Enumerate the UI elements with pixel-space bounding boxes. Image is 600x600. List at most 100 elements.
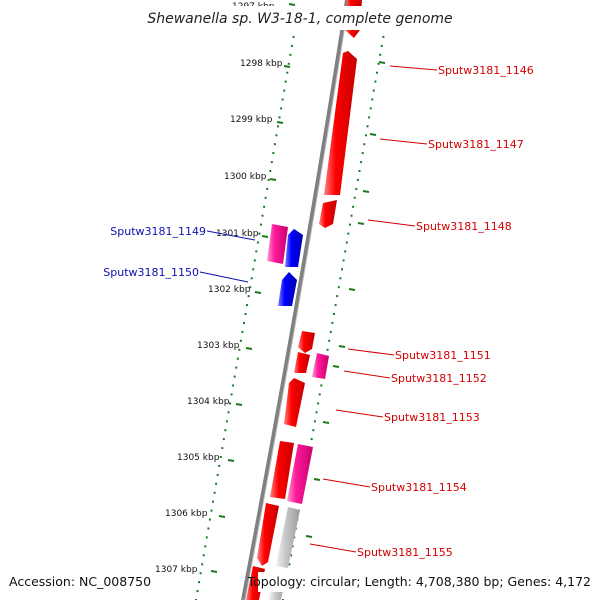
gene-arrow-1147[interactable] bbox=[319, 200, 337, 228]
track-dot bbox=[356, 178, 359, 181]
gene-label-sputw3181_1153[interactable]: Sputw3181_1153 bbox=[384, 411, 480, 424]
track-dot bbox=[288, 563, 291, 566]
track-dot bbox=[230, 393, 233, 396]
track-dot bbox=[215, 482, 218, 485]
track-dot bbox=[258, 232, 261, 235]
track-dot bbox=[355, 187, 358, 190]
gene-arrow-1152b[interactable] bbox=[294, 352, 310, 373]
track-dot bbox=[239, 339, 242, 342]
track-dot bbox=[273, 143, 276, 146]
track-dot bbox=[376, 71, 378, 74]
track-dot bbox=[345, 241, 348, 244]
track-dot bbox=[238, 348, 241, 351]
gene-arrow-1153[interactable] bbox=[284, 378, 305, 427]
gene-label-sputw3181_1152[interactable]: Sputw3181_1152 bbox=[391, 372, 487, 385]
track-dot bbox=[371, 98, 374, 101]
page-title: Shewanella sp. W3-18-1, complete genome bbox=[147, 11, 452, 27]
kbp-label: 1301 kbp bbox=[216, 229, 259, 239]
kbp-tick bbox=[210, 570, 218, 573]
track-dot bbox=[246, 304, 248, 307]
track-dot bbox=[352, 205, 355, 208]
gene-leader-line bbox=[343, 370, 391, 379]
track-dot bbox=[313, 420, 316, 423]
title-backing bbox=[140, 6, 460, 30]
track-dot bbox=[250, 277, 253, 280]
track-dot bbox=[377, 62, 380, 65]
gene-leader-line bbox=[389, 65, 438, 71]
gene-label-sputw3181_1151[interactable]: Sputw3181_1151 bbox=[395, 349, 491, 362]
track-dot bbox=[232, 384, 235, 387]
track-dot bbox=[275, 134, 278, 137]
gene-arrow-1149[interactable] bbox=[267, 224, 288, 264]
gene-arrow-1150b[interactable] bbox=[278, 272, 297, 306]
gene-arrow-1154b[interactable] bbox=[287, 444, 313, 504]
track-dot bbox=[361, 152, 364, 155]
track-dot bbox=[337, 286, 340, 289]
track-dot bbox=[334, 304, 337, 307]
kbp-tick bbox=[227, 459, 235, 462]
track-dot bbox=[348, 223, 351, 226]
track-dot bbox=[267, 178, 270, 181]
gene-arrow-1155b[interactable] bbox=[276, 507, 300, 568]
track-dot bbox=[341, 268, 343, 271]
kbp-label: 1306 kbp bbox=[165, 509, 208, 519]
track-dot bbox=[208, 518, 211, 521]
track-tick bbox=[357, 222, 365, 225]
gene-features bbox=[246, 0, 362, 600]
track-dot bbox=[366, 125, 369, 128]
track-dot bbox=[201, 563, 204, 566]
track-dot bbox=[286, 71, 289, 74]
track-dot bbox=[277, 125, 279, 128]
gene-label-sputw3181_1155[interactable]: Sputw3181_1155 bbox=[357, 546, 453, 559]
track-dot bbox=[331, 321, 334, 324]
track-dot bbox=[204, 545, 207, 548]
gene-arrow-1152[interactable] bbox=[312, 353, 329, 379]
kbp-tick bbox=[288, 3, 296, 6]
gene-label-sputw3181_1146[interactable]: Sputw3181_1146 bbox=[438, 64, 534, 77]
track-dot bbox=[221, 447, 224, 450]
gene-label-sputw3181_1149[interactable]: Sputw3181_1149 bbox=[110, 225, 206, 238]
track-dot bbox=[224, 429, 227, 432]
gene-label-sputw3181_1147[interactable]: Sputw3181_1147 bbox=[428, 138, 524, 151]
gene-label-sputw3181_1150[interactable]: Sputw3181_1150 bbox=[103, 266, 199, 279]
track-dot bbox=[198, 581, 201, 584]
track-dot bbox=[266, 187, 269, 190]
track-dot bbox=[260, 223, 262, 226]
gene-labels: Sputw3181_1146 Sputw3181_1147 Sputw3181_11… bbox=[103, 64, 533, 559]
track-tick bbox=[305, 535, 313, 538]
track-dot bbox=[358, 170, 361, 172]
gene-arrow-1150a[interactable] bbox=[285, 229, 303, 267]
kbp-tick bbox=[254, 291, 262, 294]
track-dot bbox=[318, 393, 321, 396]
accession-text: Accession: NC_008750 bbox=[9, 574, 151, 589]
gene-arrow-1146[interactable] bbox=[324, 51, 357, 195]
kbp-label: 1298 kbp bbox=[240, 59, 283, 69]
track-dot bbox=[320, 384, 323, 387]
gene-leader-line bbox=[367, 219, 416, 227]
track-dot bbox=[264, 196, 267, 199]
gene-arrow-1155a[interactable] bbox=[257, 503, 279, 566]
track-dot bbox=[255, 250, 258, 253]
topology-text: Topology: circular; Length: 4,708,380 bp… bbox=[247, 574, 591, 589]
track-dot bbox=[289, 53, 292, 56]
gene-arrow-1151[interactable] bbox=[298, 331, 315, 353]
track-dot bbox=[253, 259, 256, 262]
track-dot bbox=[374, 80, 377, 83]
gene-leader-line bbox=[206, 230, 256, 241]
footer-right-backing bbox=[258, 572, 596, 592]
gene-arrow-1154a[interactable] bbox=[270, 441, 294, 499]
track-dot bbox=[280, 107, 283, 110]
gene-label-sputw3181_1154[interactable]: Sputw3181_1154 bbox=[371, 481, 467, 494]
track-dot bbox=[326, 348, 329, 351]
track-dot bbox=[225, 420, 228, 423]
track-dot bbox=[290, 554, 292, 557]
track-dot bbox=[219, 456, 222, 458]
track-dot bbox=[382, 35, 385, 38]
left-dotted-track bbox=[195, 27, 296, 600]
gene-leader-line bbox=[309, 543, 357, 553]
track-dot bbox=[344, 250, 347, 253]
track-dot bbox=[272, 152, 275, 155]
gene-label-sputw3181_1148[interactable]: Sputw3181_1148 bbox=[416, 220, 512, 233]
track-dot bbox=[196, 590, 199, 593]
track-dot bbox=[199, 572, 202, 575]
